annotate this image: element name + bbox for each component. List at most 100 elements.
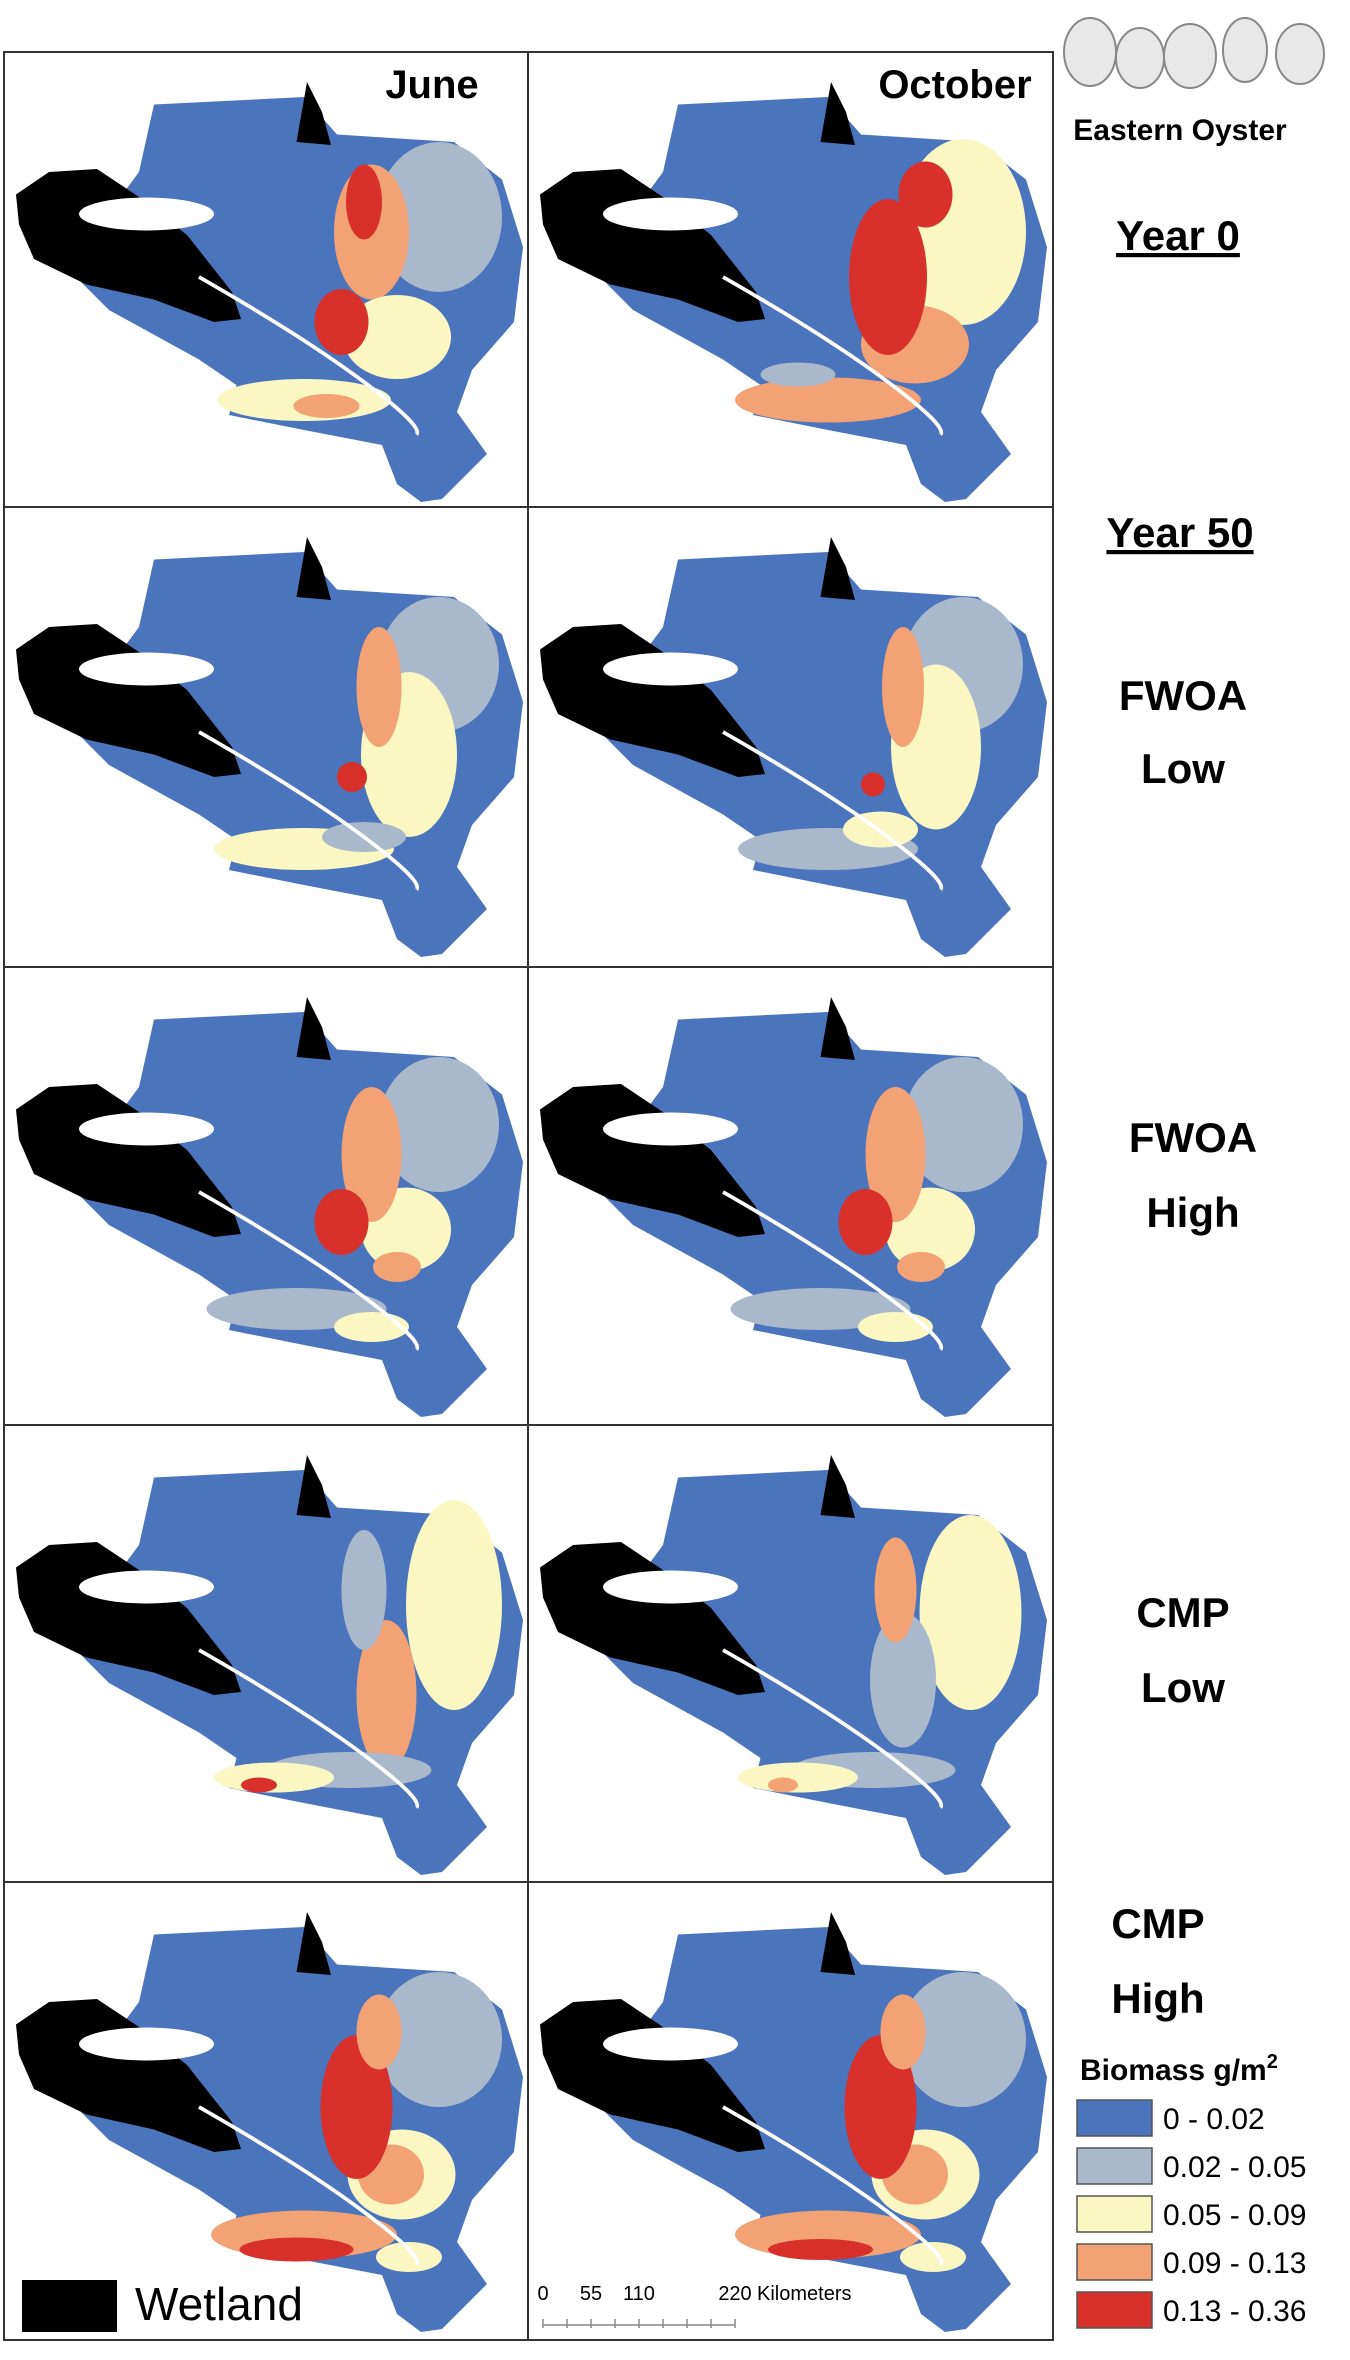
river [722,275,944,436]
biomass-patch [293,394,360,418]
legend: 0 - 0.02 0.02 - 0.05 0.05 - 0.09 0.09 - 0.1… [1076,2099,1306,2329]
legend-label: 0.05 - 0.09 [1163,2199,1306,2232]
biomass-patch [738,1762,858,1793]
scenario-label: FWOA [1129,1114,1257,1161]
legend-label: 0 - 0.02 [1163,2103,1265,2136]
biomass-patch [341,1087,402,1222]
biomass-patch [919,1515,1022,1710]
period-label: Year 0 [1116,212,1240,259]
wetland [540,1542,765,1695]
legend-title: Biomass g/m2 [1080,2051,1278,2087]
river [198,1190,420,1351]
scale-bar: 0 55 110 220 Kilometers [537,2283,851,2328]
scale-tick-label: 0 [537,2283,548,2305]
land-gap [603,652,738,686]
biomass-patch [376,2242,442,2272]
biomass-patch [334,1312,409,1342]
scenario-label: Low [1141,745,1225,792]
wetland [296,82,331,145]
wetland [16,624,241,777]
land-gap [79,2027,214,2061]
map [16,82,523,502]
river [198,2105,420,2266]
biomass-patch [337,762,367,792]
biomass-patch [844,2035,917,2179]
wetland [820,82,855,145]
biomass-patch [320,2035,393,2179]
scenario-label: CMP [1111,1900,1204,1947]
biomass-patch [356,1994,402,2070]
biomass-patch [760,362,836,387]
wetland [820,1912,855,1975]
land-gap [603,1112,738,1146]
land-gap [603,197,738,231]
biomass-patch [314,1189,369,1255]
river [722,1190,944,1351]
legend-swatch [1076,2291,1153,2329]
biomass-patch [861,772,885,797]
river [198,1648,420,1809]
legend-swatch [1076,2099,1153,2137]
scenario-label: High [1146,1189,1239,1236]
river [722,1648,944,1809]
map-panel [527,506,1054,968]
wetland [296,1455,331,1518]
scale-tick-label: 220 [718,2283,751,2305]
scale-unit: Kilometers [757,2283,851,2305]
wetland [16,1999,241,2152]
biomass-patch [314,289,369,355]
biomass-patch [898,161,953,228]
map-panels [3,51,1054,2341]
map-panel [527,966,1054,1426]
map [16,1455,523,1875]
river [722,2105,944,2266]
biomass-patch [897,1252,945,1282]
map-panel [527,1881,1054,2341]
biomass-patch [406,1500,502,1710]
species-label: Eastern Oyster [1073,114,1287,147]
map [540,997,1047,1417]
biomass-patch [865,1087,926,1222]
biomass-patch [239,2237,354,2262]
legend-swatch [1076,2195,1153,2233]
scenario-label: High [1111,1975,1204,2022]
legend-title-sup: 2 [1267,2051,1278,2073]
biomass-patch [858,1312,933,1342]
biomass-patch [768,2239,873,2260]
biomass-patch [373,1252,421,1282]
land-gap [603,1570,738,1604]
wetland [16,169,241,322]
scenario-label: CMP [1136,1589,1229,1636]
period-label: Year 50 [1106,509,1253,556]
biomass-patch [849,199,927,355]
biomass-patch [882,627,924,747]
wetland [820,1455,855,1518]
map [540,82,1047,502]
legend-title-text: Biomass g/m [1080,2054,1267,2087]
wetland [296,997,331,1060]
biomass-patch [341,1530,387,1650]
map-panel [3,966,529,1426]
wetland [540,169,765,322]
map [540,1912,1047,2332]
biomass-patch [356,1620,417,1770]
map-panel [527,51,1054,508]
wetland [296,1912,331,1975]
river [198,730,420,891]
biomass-patch [870,1612,936,1748]
wetland [540,1084,765,1237]
legend-label: 0.02 - 0.05 [1163,2151,1306,2184]
biomass-patch [874,1537,917,1643]
biomass-patch [838,1189,893,1255]
wetland [540,624,765,777]
scenario-label: FWOA [1119,672,1247,719]
map-panel [3,506,529,968]
map [16,997,523,1417]
wetland [540,1999,765,2152]
biomass-patch [376,1972,502,2107]
legend-label: 0.13 - 0.36 [1163,2295,1306,2328]
biomass-patch [376,142,502,292]
legend-swatch [1076,2147,1153,2185]
biomass-patch [241,1777,277,1793]
